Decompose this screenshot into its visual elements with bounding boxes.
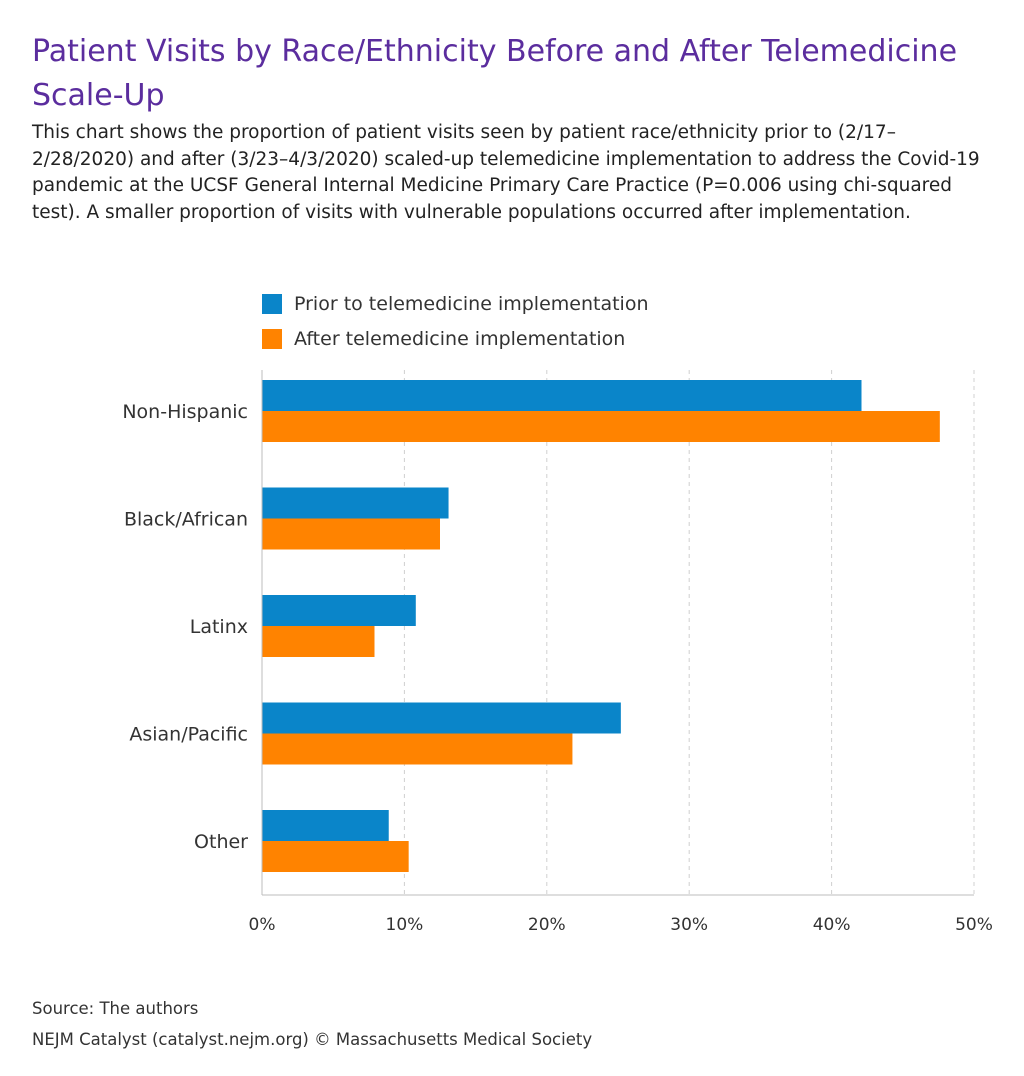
- bar-prior-black-african: [262, 487, 449, 519]
- category-label-non-hispanic: Non-Hispanic: [122, 401, 248, 423]
- bar-after-asian-pacific: [262, 733, 573, 765]
- category-label-black-african: Black/African: [124, 509, 248, 531]
- bar-chart: Non-Hispanic Black/African Latinx Asian/Pac…: [122, 370, 993, 935]
- x-tick-label-50: 50%: [955, 915, 993, 935]
- legend-label-after: After telemedicine implementation: [294, 328, 626, 350]
- legend-item-after: After telemedicine implementation: [262, 327, 625, 351]
- legend-swatch-prior: [262, 294, 282, 314]
- bar-after-other: [262, 841, 409, 872]
- x-tick-label-0: 0%: [249, 915, 276, 935]
- x-tick-label-40: 40%: [813, 915, 851, 935]
- chart-title: Patient Visits by Race/Ethnicity Before …: [32, 34, 958, 113]
- x-tick-label-20: 20%: [528, 915, 566, 935]
- category-label-asian-pacific: Asian/Pacific: [129, 724, 248, 746]
- legend-label-prior: Prior to telemedicine implementation: [294, 293, 649, 315]
- bar-after-non-hispanic: [262, 411, 940, 442]
- x-tick-label-10: 10%: [386, 915, 424, 935]
- bar-prior-asian-pacific: [262, 702, 621, 734]
- bar-prior-non-hispanic: [262, 380, 862, 411]
- bar-prior-other: [262, 810, 389, 841]
- legend-swatch-after: [262, 329, 282, 349]
- chart-subtitle: This chart shows the proportion of patie…: [32, 122, 980, 223]
- source-note: Source: The authors: [32, 999, 199, 1018]
- credit-line: NEJM Catalyst (catalyst.nejm.org) © Mass…: [32, 1030, 593, 1049]
- category-label-latinx: Latinx: [190, 616, 248, 638]
- legend-item-prior: Prior to telemedicine implementation: [262, 292, 649, 316]
- category-label-other: Other: [194, 831, 248, 853]
- bar-after-latinx: [262, 626, 375, 657]
- x-tick-label-30: 30%: [670, 915, 708, 935]
- bar-after-black-african: [262, 518, 440, 550]
- bar-prior-latinx: [262, 595, 416, 626]
